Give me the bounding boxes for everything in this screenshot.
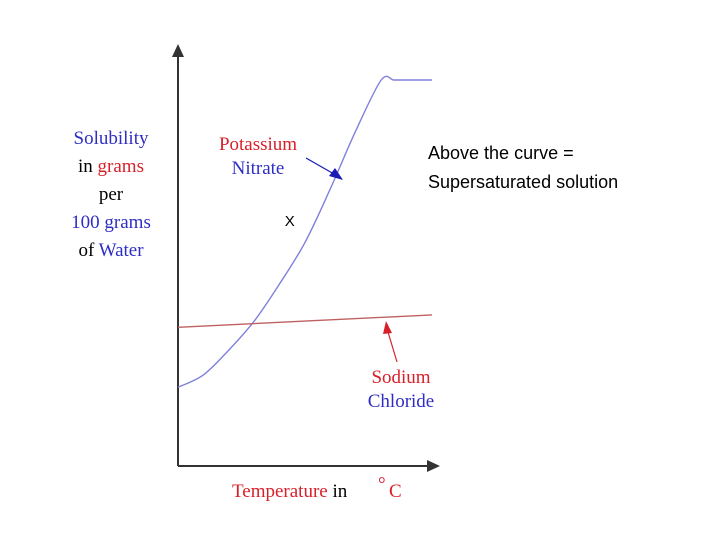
label-line: Solubility	[74, 128, 149, 149]
label-segment: Chloride	[368, 391, 435, 412]
label-segment: in	[78, 156, 98, 177]
label-line: of Water	[78, 240, 144, 261]
label-segment: Sodium	[371, 367, 430, 388]
label-segment: Potassium	[219, 134, 297, 155]
sodium-chloride-arrow	[387, 331, 398, 363]
label-line: per	[99, 184, 124, 205]
potassium-nitrate-arrowhead	[329, 168, 343, 180]
label-line: in grams	[78, 156, 144, 177]
x-axis-label: Temperature in	[232, 481, 348, 502]
annotation-line-1: Above the curve =	[428, 143, 574, 163]
y-axis-label: Solubility in grams per 100 grams of Water	[71, 128, 151, 261]
potassium-nitrate-arrow	[305, 157, 335, 175]
annotation-line-2: Supersaturated solution	[428, 172, 618, 192]
potassium-nitrate-curve	[177, 75, 432, 388]
label-segment: 100 grams	[71, 212, 151, 233]
sodium-chloride-line	[177, 314, 433, 328]
label-segment: per	[99, 184, 124, 205]
label-segment: grams	[98, 156, 144, 177]
label-segment: Solubility	[74, 128, 149, 149]
marker-x: X	[285, 213, 295, 230]
y-axis-arrowhead	[172, 44, 184, 57]
label-line: 100 grams	[71, 212, 151, 233]
label-line: Potassium	[219, 134, 297, 155]
potassium-nitrate-label: Potassium Nitrate	[219, 134, 297, 179]
label-segment: Water	[99, 240, 145, 261]
x-label-segment: Temperature	[232, 481, 328, 502]
x-axis-arrowhead	[427, 460, 440, 472]
label-line: Chloride	[368, 391, 435, 412]
x-axis-unit: C	[389, 481, 402, 502]
sodium-chloride-arrowhead	[383, 321, 392, 334]
x-label-segment: in	[328, 481, 348, 502]
label-segment: Nitrate	[232, 158, 285, 179]
label-line: Sodium	[371, 367, 430, 388]
sodium-chloride-label: Sodium Chloride	[368, 367, 435, 412]
label-segment: of	[78, 240, 98, 261]
degree-symbol: °	[378, 474, 386, 495]
label-line: Nitrate	[232, 158, 285, 179]
